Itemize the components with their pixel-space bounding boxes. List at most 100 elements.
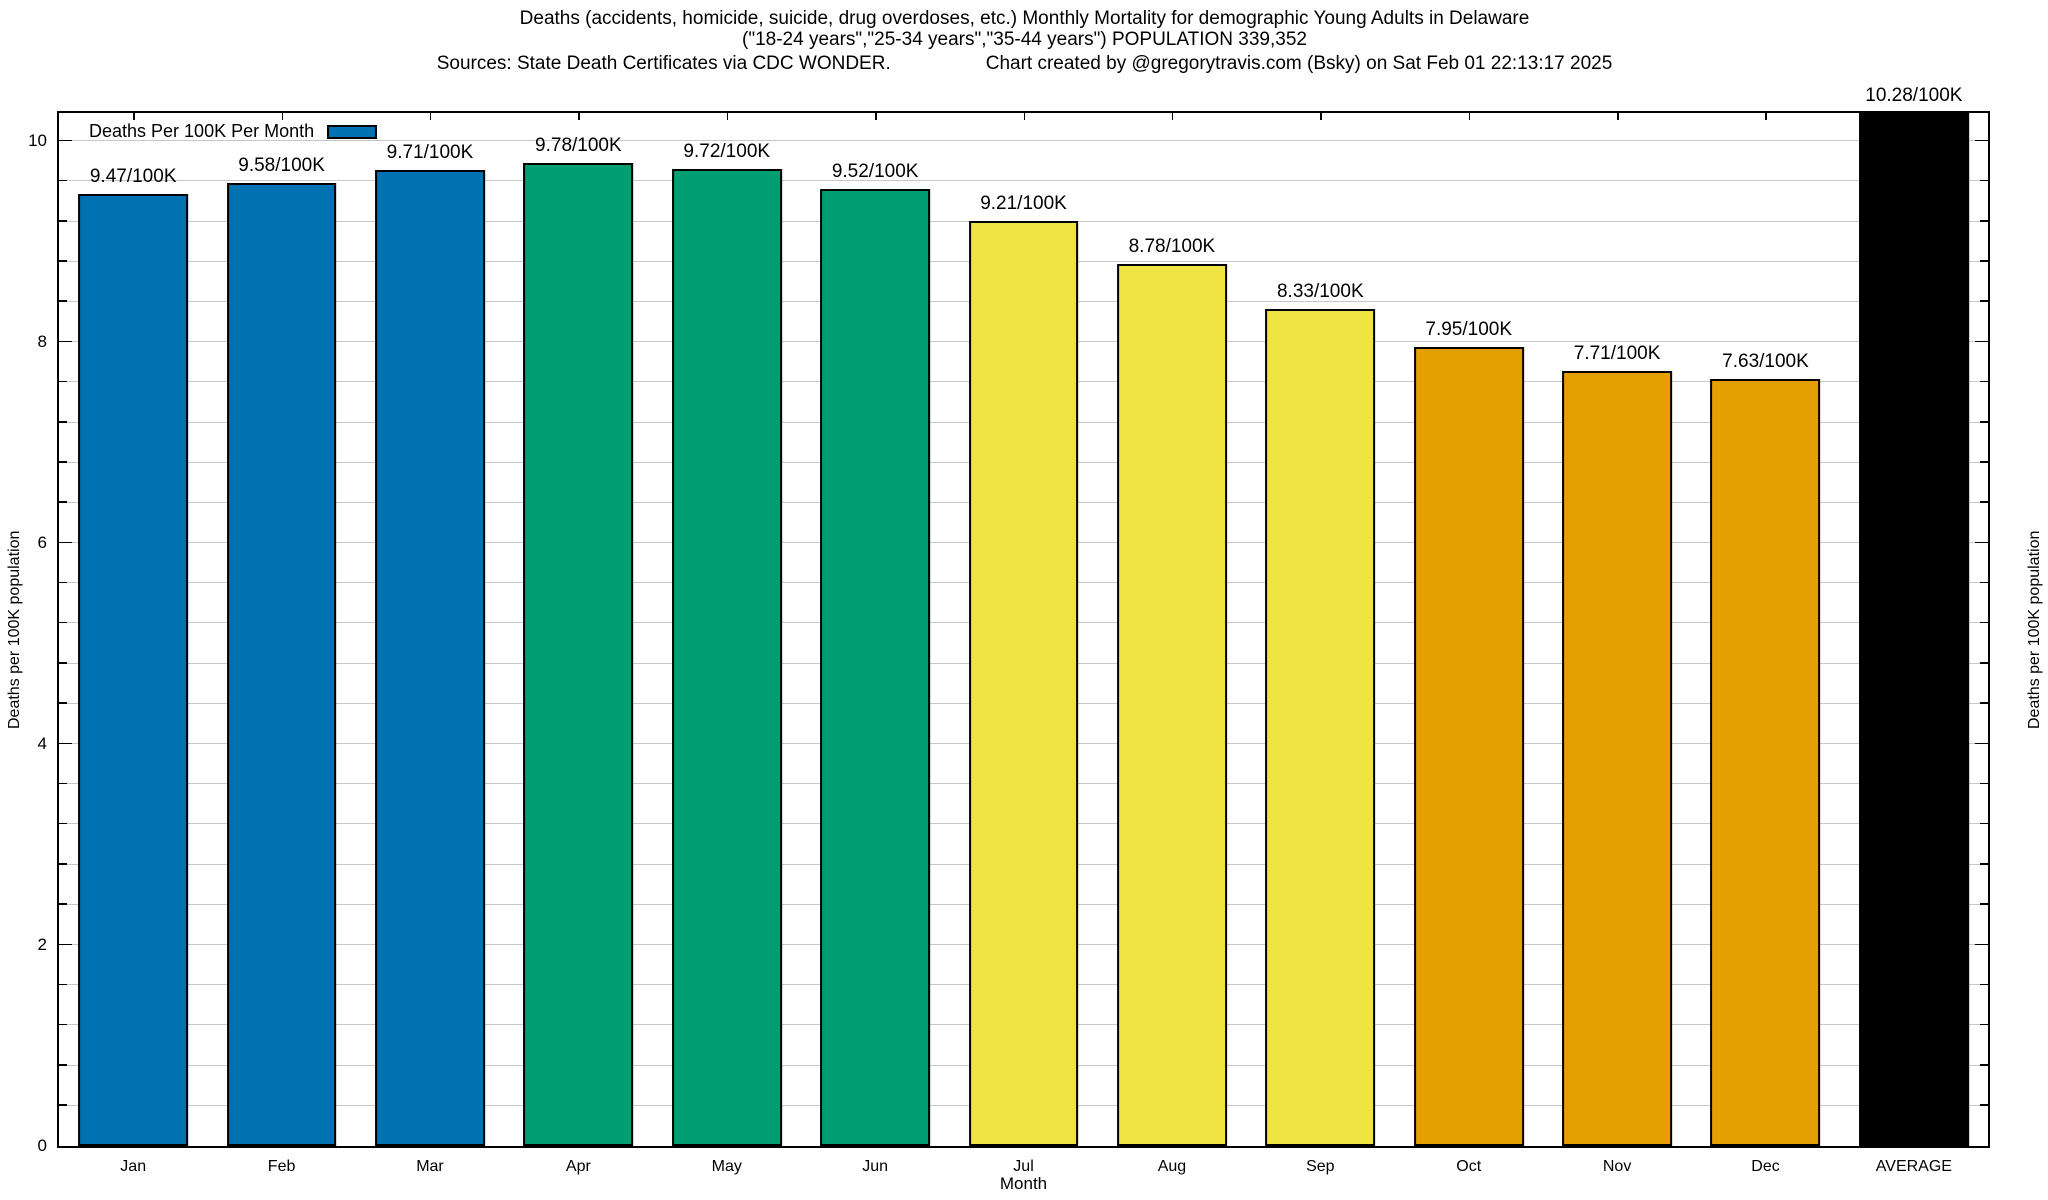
y-tick <box>1980 220 1988 222</box>
bar-slot-may: 9.72/100K May <box>653 113 801 1175</box>
y-tick <box>59 340 72 343</box>
y-tick <box>59 983 67 986</box>
bar-slot-sep: 8.33/100K Sep <box>1246 113 1394 1175</box>
y-tick <box>59 903 67 905</box>
y-tick <box>1975 139 1988 142</box>
bar-nov: 7.71/100K <box>1562 343 1672 1146</box>
chart-title-block: Deaths (accidents, homicide, suicide, dr… <box>57 8 1992 74</box>
x-tick-label-jun: Jun <box>862 1158 889 1175</box>
bar-slot-jun: 9.52/100K Jun <box>801 113 949 1175</box>
y-tick <box>1980 300 1988 302</box>
gridline <box>59 140 1988 142</box>
bar-slot-mar: 9.71/100K Mar <box>356 113 504 1175</box>
y-tick <box>1975 742 1988 745</box>
chart-title-line1: Deaths (accidents, homicide, suicide, dr… <box>519 8 1530 29</box>
x-tick-label-nov: Nov <box>1602 1158 1632 1175</box>
bar-value-label: 9.52/100K <box>831 161 919 183</box>
bar-value-label: 9.47/100K <box>89 166 177 188</box>
x-tick <box>875 113 877 120</box>
y-tick <box>1980 1064 1988 1066</box>
x-tick-label-average: AVERAGE <box>1875 1158 1952 1175</box>
chart-title-line2: ("18-24 years","25-34 years","35-44 year… <box>742 29 1307 50</box>
x-tick-label-oct: Oct <box>1456 1158 1482 1175</box>
legend-label: Deaths Per 100K Per Month <box>89 121 315 141</box>
y-tick <box>1980 822 1988 825</box>
x-tick <box>281 113 284 120</box>
x-tick-label-mar: Mar <box>416 1158 444 1175</box>
y-tick <box>1980 380 1988 383</box>
y-tick-label: 10 <box>28 131 47 151</box>
y-tick <box>59 501 67 503</box>
y-tick <box>59 1064 67 1066</box>
y-tick-label: 0 <box>37 1136 47 1155</box>
bar-value-label: 9.21/100K <box>980 192 1067 214</box>
bar-jan: 9.47/100K <box>78 166 189 1146</box>
bar-value-label: 9.58/100K <box>238 155 325 177</box>
x-tick-label-may: May <box>711 1158 742 1175</box>
y-tick <box>59 179 67 182</box>
y-tick <box>59 863 67 865</box>
x-tick <box>1171 113 1174 120</box>
bar-value-label: 8.33/100K <box>1276 280 1364 302</box>
bar-slot-average: 10.28/100K AVERAGE <box>1840 85 1988 1175</box>
y-tick <box>1980 581 1988 584</box>
x-tick <box>1765 113 1767 120</box>
y-tick <box>1980 863 1988 865</box>
y-tick-label: 6 <box>37 533 47 553</box>
x-tick <box>1617 113 1619 120</box>
y-tick <box>1980 702 1988 704</box>
y-tick <box>59 621 67 624</box>
y-tick-label: 4 <box>37 734 47 754</box>
bar-value-label: 7.63/100K <box>1722 351 1809 373</box>
y-tick <box>1980 621 1988 624</box>
y-tick <box>59 943 72 946</box>
bar-value-label: 7.95/100K <box>1425 319 1513 341</box>
gridline <box>59 180 1988 182</box>
bar-value-label: 7.71/100K <box>1573 343 1661 365</box>
x-tick <box>1320 113 1322 120</box>
y-tick <box>59 260 67 262</box>
bar-value-label: 8.78/100K <box>1128 235 1216 257</box>
y-tick <box>59 742 72 745</box>
bar-value-label: 9.71/100K <box>386 142 474 164</box>
chart-sources-text: Sources: State Death Certificates via CD… <box>436 53 891 74</box>
y-tick <box>59 782 67 785</box>
x-tick-label-sep: Sep <box>1306 1158 1335 1175</box>
y-tick <box>1980 782 1988 785</box>
x-tick-label-aug: Aug <box>1157 1158 1187 1175</box>
bars-container: 9.47/100K Jan 9.58/100K Feb 9.71/100K Mar 9.78… <box>59 85 1988 1175</box>
y-tick <box>1980 662 1988 664</box>
bar-slot-oct: 7.95/100K Oct <box>1395 113 1543 1175</box>
y-tick <box>1980 179 1988 182</box>
y-tick <box>59 1023 67 1026</box>
x-tick-label-dec: Dec <box>1751 1158 1780 1175</box>
y-tick <box>1980 903 1988 905</box>
y-tick-label: 2 <box>37 935 47 955</box>
y-tick <box>1980 260 1988 262</box>
bar-may: 9.72/100K <box>671 141 782 1146</box>
x-tick-label-jan: Jan <box>120 1158 147 1175</box>
legend-swatch <box>327 124 378 139</box>
y-tick <box>59 702 67 704</box>
x-tick <box>578 113 580 120</box>
bar-slot-aug: 8.78/100K Aug <box>1098 113 1246 1175</box>
bar-apr: 9.78/100K <box>523 135 634 1146</box>
plot-area: 9.47/100K Jan 9.58/100K Feb 9.71/100K Mar 9.78… <box>28 85 1990 1175</box>
bar-jun: 9.52/100K <box>820 161 931 1146</box>
y-axis-label-right: Deaths per 100K population <box>2026 530 2043 729</box>
y-tick <box>59 581 67 584</box>
y-tick <box>1980 1023 1988 1026</box>
y-tick <box>59 822 67 825</box>
x-tick <box>429 113 432 120</box>
y-tick <box>1980 421 1988 423</box>
bar-value-label: 9.78/100K <box>535 135 622 157</box>
x-tick <box>1023 113 1026 120</box>
y-tick <box>59 421 67 423</box>
y-tick <box>59 300 67 302</box>
bar-feb: 9.58/100K <box>226 155 337 1146</box>
legend: Deaths Per 100K Per Month <box>89 121 378 142</box>
x-tick <box>726 113 729 120</box>
x-tick <box>1468 113 1471 120</box>
y-tick <box>1975 541 1988 544</box>
